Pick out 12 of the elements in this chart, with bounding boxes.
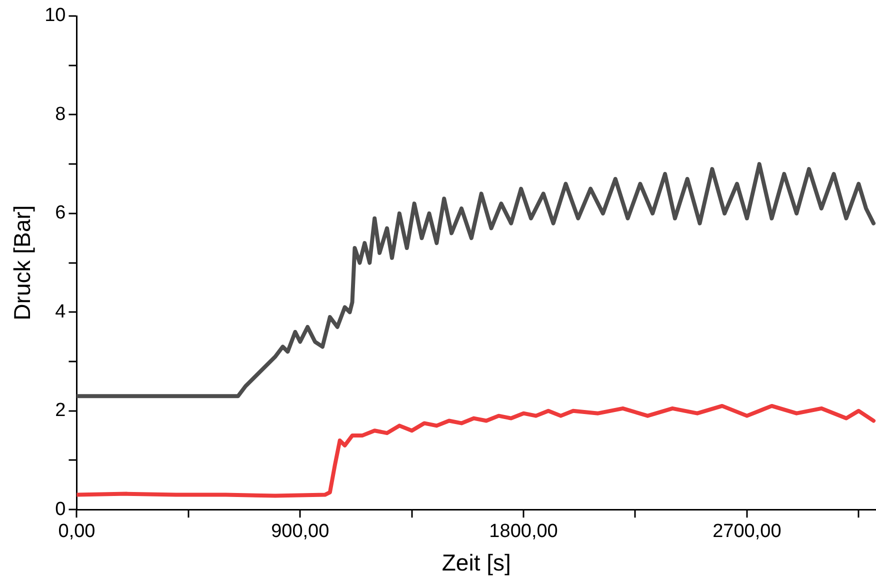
x-tick-label: 900,00: [271, 521, 330, 542]
y-tick-label: 10: [44, 5, 66, 26]
y-tick-label: 4: [55, 301, 66, 322]
y-tick-label: 2: [55, 400, 66, 422]
x-tick-label: 1800,00: [489, 521, 558, 542]
y-tick-label: 8: [55, 104, 66, 125]
y-axis-title: Druck [Bar]: [9, 205, 36, 320]
x-tick-label: 2700,00: [712, 521, 782, 542]
y-tick-label: 6: [55, 202, 66, 224]
x-tick-label: 0,00: [58, 521, 96, 542]
y-tick-label: 0: [55, 498, 66, 520]
x-axis-title: Zeit [s]: [442, 550, 511, 576]
